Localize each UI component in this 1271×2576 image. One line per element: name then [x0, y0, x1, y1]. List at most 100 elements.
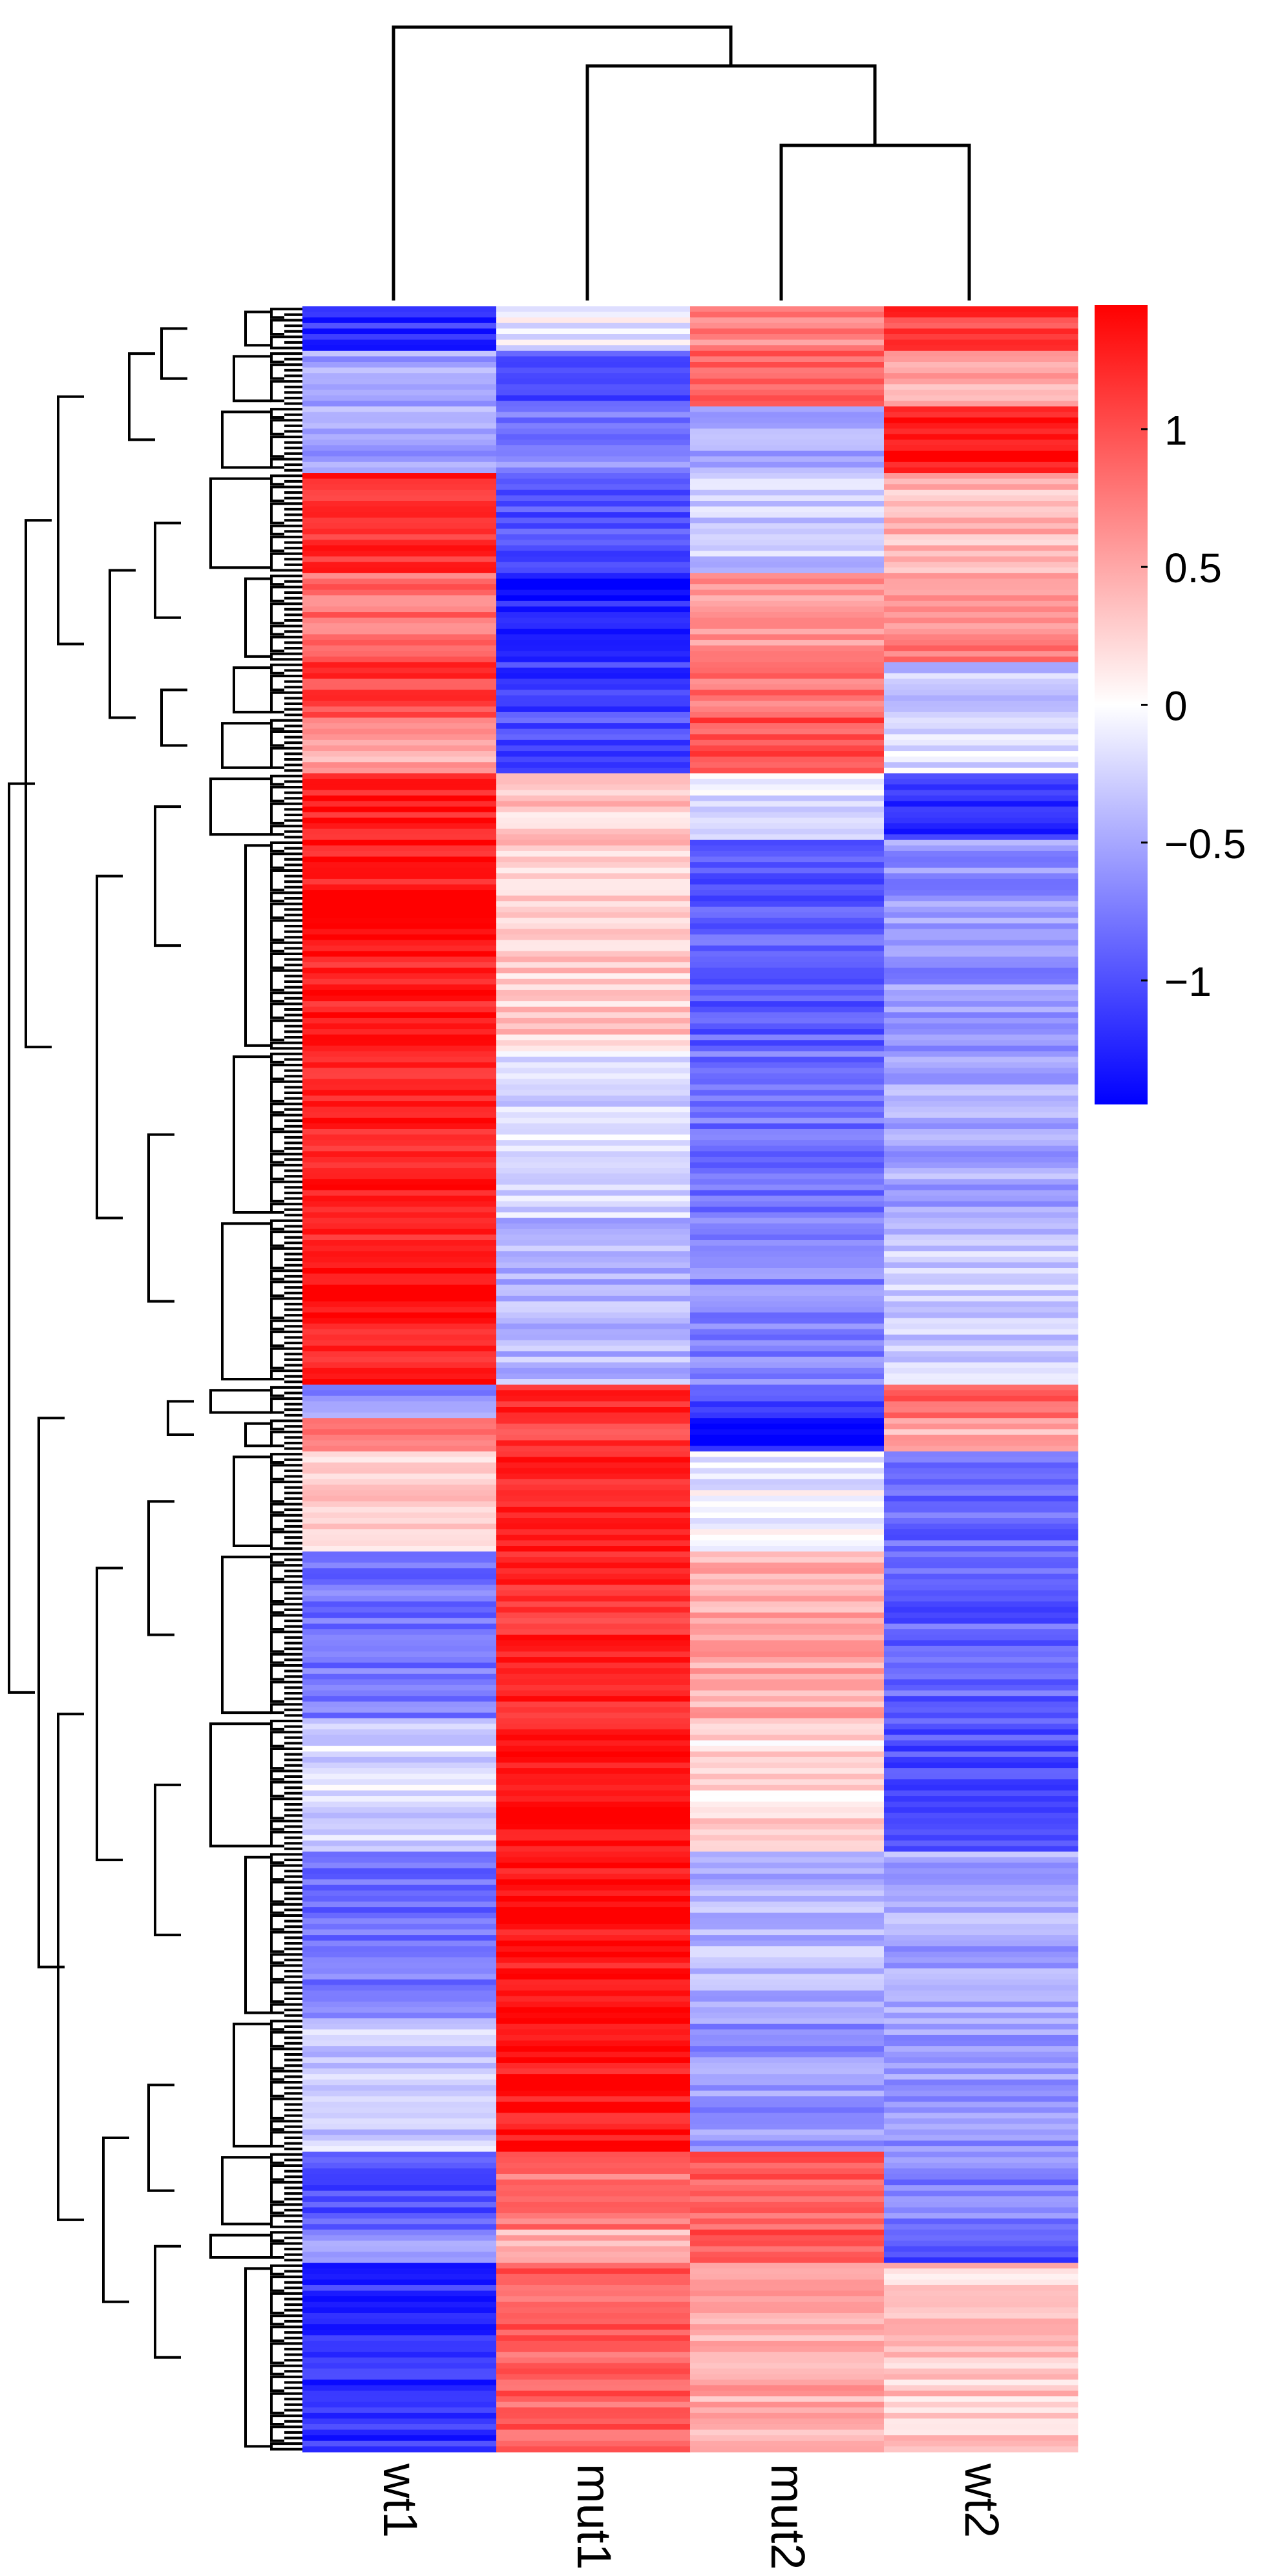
heatmap-cell	[302, 562, 497, 568]
heatmap-cell	[690, 1574, 885, 1580]
row-dendro-link	[270, 1430, 284, 1448]
row-dendro-link	[270, 1052, 284, 1064]
heatmap-cell	[496, 384, 691, 390]
heatmap-cell	[884, 1123, 1078, 1130]
heatmap-cell	[496, 434, 691, 441]
row-dendro-link	[270, 1419, 284, 1431]
heatmap-cell	[496, 2218, 691, 2224]
heatmap-cell	[690, 423, 885, 429]
heatmap-cell	[884, 523, 1078, 529]
heatmap-cell	[884, 306, 1078, 313]
heatmap-cell	[884, 628, 1078, 635]
heatmap-cell	[884, 2218, 1078, 2224]
row-dendro-link	[270, 2425, 284, 2442]
heatmap-cell	[302, 322, 497, 329]
heatmap-cell	[496, 589, 691, 596]
heatmap-cell	[496, 818, 691, 824]
heatmap-cell	[690, 556, 885, 563]
heatmap-cell	[302, 1762, 497, 1769]
heatmap-cell	[690, 823, 885, 830]
heatmap-cell	[884, 640, 1078, 646]
row-dendro-link	[244, 1855, 271, 2014]
heatmap-cell	[496, 1156, 691, 1163]
heatmap-cell	[690, 1273, 885, 1280]
row-dendro-link	[221, 1222, 271, 1380]
heatmap-cell	[302, 1446, 497, 1452]
heatmap-cell	[496, 2179, 691, 2186]
heatmap-cell	[690, 489, 885, 496]
heatmap-cell	[496, 1801, 691, 1808]
heatmap-cell	[302, 645, 497, 651]
heatmap-cell	[690, 1440, 885, 1446]
heatmap-cell	[690, 2396, 885, 2403]
heatmap-cell	[496, 967, 691, 974]
heatmap-cell	[884, 529, 1078, 535]
heatmap-cell	[884, 1423, 1078, 1430]
row-dendro-link	[270, 730, 284, 747]
heatmap-cell	[690, 2429, 885, 2436]
heatmap-cell	[884, 2318, 1078, 2325]
row-dendro-merge	[96, 874, 123, 1219]
heatmap-cell	[690, 1729, 885, 1736]
heatmap-cell	[884, 929, 1078, 935]
row-dendro-link	[244, 577, 271, 658]
heatmap-cell	[690, 2190, 885, 2197]
heatmap-cell	[496, 895, 691, 902]
heatmap-cell	[690, 1634, 885, 1641]
heatmap-cell	[302, 1879, 497, 1886]
heatmap-cell	[496, 1940, 691, 1947]
row-dendro-link	[270, 2069, 284, 2081]
heatmap-cell	[496, 584, 691, 591]
heatmap-cell	[496, 2407, 691, 2414]
heatmap-cell	[690, 1184, 885, 1191]
row-dendro-link	[270, 1864, 284, 1881]
heatmap-cell	[884, 1034, 1078, 1040]
heatmap-cell	[690, 2012, 885, 2019]
heatmap-cell	[496, 2029, 691, 2036]
heatmap-cell	[496, 1440, 691, 1446]
heatmap-cell	[690, 2440, 885, 2447]
heatmap-cell	[690, 1001, 885, 1008]
heatmap-cell	[884, 1245, 1078, 1252]
heatmap-cell	[884, 2423, 1078, 2431]
heatmap-cell	[884, 739, 1078, 746]
heatmap-cell	[302, 973, 497, 980]
heatmap-cell	[690, 1918, 885, 1925]
heatmap-cell	[496, 1179, 691, 1185]
heatmap-cell	[496, 1340, 691, 1346]
heatmap-cell	[884, 767, 1078, 774]
heatmap-cell	[496, 1807, 691, 1813]
heatmap-cell	[884, 2274, 1078, 2280]
heatmap-cell	[496, 2151, 691, 2158]
heatmap-cell	[496, 2118, 691, 2125]
heatmap-cell	[690, 501, 885, 507]
heatmap-cell	[690, 584, 885, 591]
row-dendro-link	[270, 485, 284, 502]
heatmap-cell	[302, 1140, 497, 1146]
heatmap-cell	[496, 945, 691, 952]
heatmap-cell	[690, 1740, 885, 1747]
heatmap-cell	[884, 2229, 1078, 2236]
heatmap-cell	[302, 1329, 497, 1335]
heatmap-cell	[496, 834, 691, 841]
heatmap-cell	[302, 1312, 497, 1318]
heatmap-cell	[496, 1835, 691, 1841]
heatmap-cell	[496, 1779, 691, 1786]
heatmap-cell	[496, 1123, 691, 1130]
heatmap-cell	[690, 2196, 885, 2202]
heatmap-cell	[884, 1735, 1078, 1741]
heatmap-cell	[496, 2429, 691, 2436]
heatmap-cell	[690, 1645, 885, 1652]
heatmap-cell	[884, 328, 1078, 335]
heatmap-cell	[302, 884, 497, 891]
heatmap-cell	[690, 1929, 885, 1936]
heatmap-cell	[884, 895, 1078, 902]
heatmap-cell	[690, 356, 885, 363]
heatmap-cell	[496, 2380, 691, 2386]
heatmap-cell	[302, 2124, 497, 2130]
heatmap-cell	[690, 2034, 885, 2042]
heatmap-cell	[884, 701, 1078, 707]
heatmap-cell	[496, 695, 691, 702]
heatmap-cell	[690, 1335, 885, 1341]
heatmap-cell	[690, 412, 885, 418]
